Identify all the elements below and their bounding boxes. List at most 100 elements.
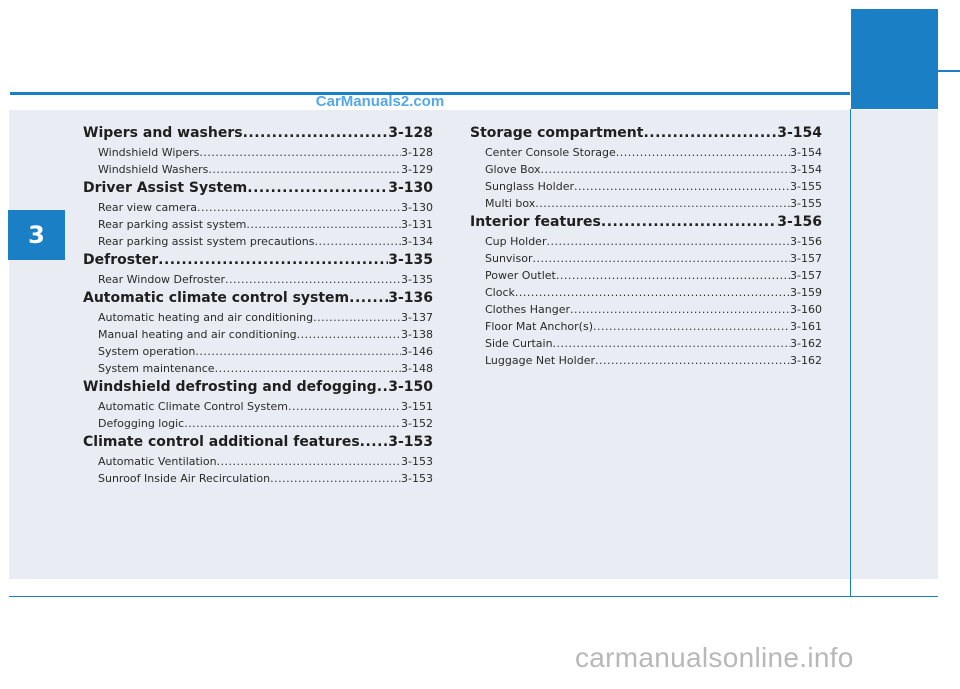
toc-section-heading[interactable]: Automatic climate control system 3-136 [83,288,433,309]
toc-entry[interactable]: Automatic Ventilation 3-153 [98,453,433,470]
toc-entry-page: 3-157 [790,252,822,265]
toc-section-heading[interactable]: Storage compartment 3-154 [470,123,822,144]
toc-entry[interactable]: Rear parking assist system 3-131 [98,216,433,233]
toc-entry[interactable]: Glove Box 3-154 [485,161,822,178]
toc-entry[interactable]: System operation 3-146 [98,343,433,360]
toc-entry-label: Windshield Washers [98,163,209,176]
toc-entry-label: Clock [485,286,515,299]
toc-entry-page: 3-129 [401,163,433,176]
toc-dot-leader [535,195,790,212]
toc-entry-label: Automatic Climate Control System [98,400,289,413]
toc-entry-label: Power Outlet [485,269,556,282]
toc-section-page: 3-153 [388,434,433,450]
toc-dot-leader [546,233,790,250]
toc-entry-page: 3-162 [790,337,822,350]
toc-entry-label: Luggage Net Holder [485,354,595,367]
toc-entry[interactable]: Side Curtain 3-162 [485,335,822,352]
toc-entry[interactable]: Power Outlet 3-157 [485,267,822,284]
toc-section-heading[interactable]: Wipers and washers 3-128 [83,123,433,144]
toc-section-page: 3-150 [388,379,433,395]
toc-dot-leader [246,216,401,233]
toc-dot-leader [593,318,790,335]
toc-section-title: Driver Assist System [83,180,248,196]
toc-entry-page: 3-146 [401,345,433,358]
toc-entry[interactable]: Clock 3-159 [485,284,822,301]
toc-entry-page: 3-134 [401,235,433,248]
toc-dot-leader [515,284,790,301]
toc-entry[interactable]: Rear parking assist system precautions 3-… [98,233,433,250]
toc-entry-label: Windshield Wipers [98,146,200,159]
toc-entry-page: 3-151 [401,400,433,413]
header-rule [10,92,850,95]
toc-entry-page: 3-155 [790,197,822,210]
toc-entry-page: 3-135 [401,273,433,286]
watermark-bottom: carmanualsonline.info [575,642,854,673]
toc-dot-leader [288,398,401,415]
toc-entry-label: System maintenance [98,362,215,375]
toc-section-heading[interactable]: Defroster 3-135 [83,250,433,271]
toc-entry[interactable]: Manual heating and air conditioning 3-138 [98,326,433,343]
toc-entry-label: Side Curtain [485,337,553,350]
toc-entry-label: Floor Mat Anchor(s) [485,320,593,333]
toc-entry[interactable]: Rear view camera 3-130 [98,199,433,216]
toc-entry-page: 3-161 [790,320,822,333]
toc-section-heading[interactable]: Windshield defrosting and defogging 3-150 [83,377,433,398]
toc-entry[interactable]: Sunvisor 3-157 [485,250,822,267]
toc-entry[interactable]: Windshield Wipers 3-128 [98,144,433,161]
toc-entry[interactable]: Center Console Storage 3-154 [485,144,822,161]
toc-section-title: Defroster [83,252,159,268]
toc-entry[interactable]: Windshield Washers 3-129 [98,161,433,178]
toc-section-page: 3-136 [388,290,433,306]
toc-dot-leader [556,267,790,284]
toc-section-page: 3-135 [388,252,433,268]
toc-dot-leader [243,123,389,144]
toc-dot-leader [208,161,401,178]
toc-dot-leader [217,453,401,470]
toc-entry-page: 3-128 [401,146,433,159]
toc-dot-leader [541,161,790,178]
toc-entry-page: 3-131 [401,218,433,231]
toc-entry[interactable]: Rear Window Defroster 3-135 [98,271,433,288]
toc-dot-leader [595,352,790,369]
toc-entry[interactable]: System maintenance 3-148 [98,360,433,377]
toc-entry[interactable]: Cup Holder 3-156 [485,233,822,250]
toc-dot-leader [184,415,401,432]
toc-entry[interactable]: Automatic heating and air conditioning 3-… [98,309,433,326]
toc-entry-page: 3-138 [401,328,433,341]
toc-section-title: Wipers and washers [83,125,243,141]
toc-section-heading[interactable]: Climate control additional features 3-153 [83,432,433,453]
toc-entry[interactable]: Sunglass Holder 3-155 [485,178,822,195]
toc-section-title: Windshield defrosting and defogging [83,379,377,395]
toc-entry-label: Multi box [485,197,536,210]
toc-entry-page: 3-137 [401,311,433,324]
toc-entry[interactable]: Automatic Climate Control System 3-151 [98,398,433,415]
toc-dot-leader [297,326,401,343]
toc-section-title: Storage compartment [470,125,644,141]
toc-section-title: Climate control additional features [83,434,360,450]
toc-entry-page: 3-130 [401,201,433,214]
toc-dot-leader [574,178,790,195]
toc-section-title: Automatic climate control system [83,290,350,306]
toc-entry-label: Sunglass Holder [485,180,574,193]
toc-entry[interactable]: Floor Mat Anchor(s) 3-161 [485,318,822,335]
toc-dot-leader [601,212,777,233]
toc-dot-leader [270,470,401,487]
chapter-number-badge: 3 [8,210,65,260]
toc-entry-label: Rear Window Defroster [98,273,225,286]
toc-entry[interactable]: Multi box 3-155 [485,195,822,212]
toc-entry-page: 3-154 [790,146,822,159]
toc-entry[interactable]: Defogging logic 3-152 [98,415,433,432]
margin-rule [850,109,851,597]
toc-dot-leader [197,199,401,216]
toc-section-heading[interactable]: Driver Assist System 3-130 [83,178,433,199]
toc-dot-leader [570,301,790,318]
toc-entry-label: Rear parking assist system [98,218,247,231]
toc-entry-page: 3-153 [401,455,433,468]
toc-dot-leader [195,343,401,360]
toc-entry[interactable]: Luggage Net Holder 3-162 [485,352,822,369]
toc-entry[interactable]: Clothes Hanger 3-160 [485,301,822,318]
toc-entry[interactable]: Sunroof Inside Air Recirculation 3-153 [98,470,433,487]
toc-dot-leader [377,377,389,398]
toc-section-heading[interactable]: Interior features 3-156 [470,212,822,233]
